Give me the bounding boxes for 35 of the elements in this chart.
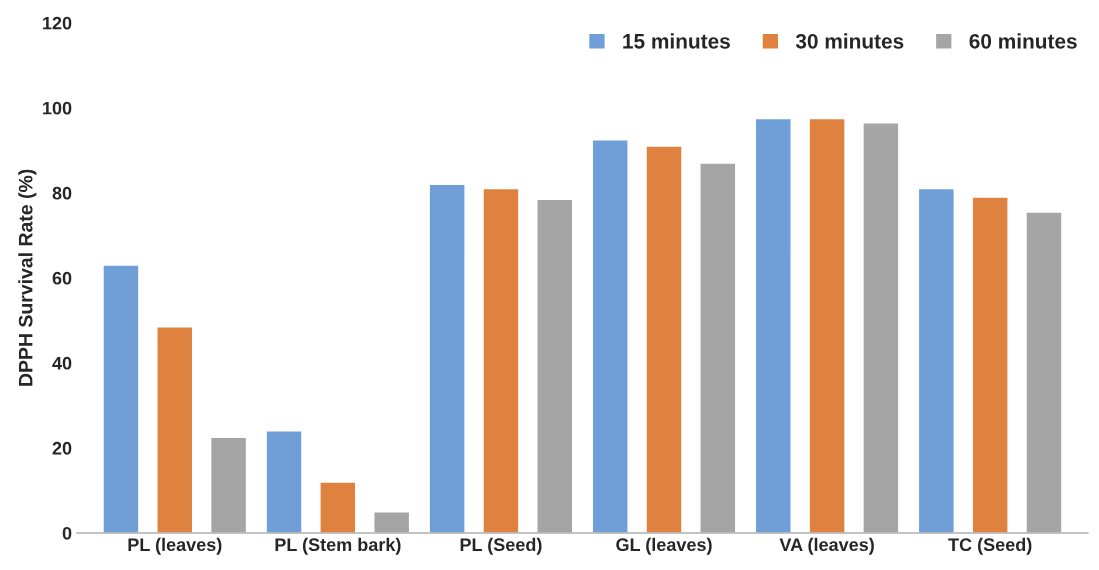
bar — [862, 122, 900, 533]
bar — [102, 264, 140, 533]
bar — [373, 510, 411, 533]
y-tick-label: 20 — [52, 441, 72, 455]
y-axis-title: DPPH Survival Rate (%) — [18, 169, 37, 386]
y-tick-label: 60 — [52, 271, 72, 285]
bar — [319, 481, 357, 533]
y-tick-label: 120 — [43, 16, 72, 30]
bar — [536, 198, 574, 533]
bar — [156, 326, 194, 533]
bar — [917, 187, 955, 533]
bar — [591, 139, 629, 533]
x-tick-label: PL (leaves) — [128, 537, 222, 555]
y-tick-label: 100 — [43, 101, 72, 115]
bar — [699, 162, 737, 533]
legend-label: 60 minutes — [969, 33, 1077, 49]
bar — [808, 117, 846, 533]
x-tick-label: TC (Seed) — [948, 537, 1032, 555]
bar — [428, 183, 466, 533]
y-tick-label: 40 — [52, 356, 72, 370]
legend-label: 15 minutes — [623, 33, 730, 49]
x-tick-label: PL (Stem bark) — [275, 537, 401, 555]
y-tick-label: 80 — [52, 186, 72, 200]
legend-label: 30 minutes — [795, 33, 904, 49]
bar — [482, 187, 520, 533]
bar — [971, 196, 1009, 533]
bar — [1025, 211, 1063, 533]
x-tick-label: GL (leaves) — [616, 537, 712, 555]
bar — [754, 117, 792, 533]
bar — [209, 436, 248, 533]
x-tick-label: VA (leaves) — [779, 537, 874, 555]
bar — [265, 430, 303, 533]
y-tick-label: 0 — [62, 526, 72, 540]
x-tick-label: PL (Seed) — [460, 537, 542, 555]
bar — [645, 145, 683, 533]
